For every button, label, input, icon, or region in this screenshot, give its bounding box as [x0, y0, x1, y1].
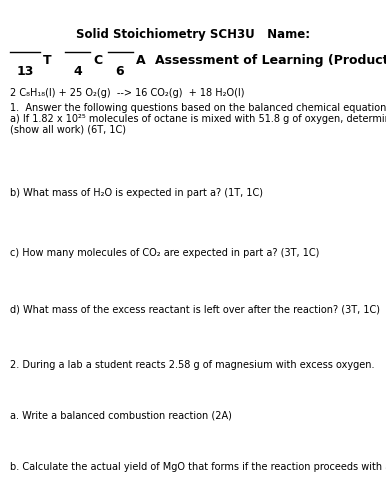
Text: b. Calculate the actual yield of MgO that forms if the reaction proceeds with a : b. Calculate the actual yield of MgO tha… — [10, 462, 386, 472]
Text: b) What mass of H₂O is expected in part a? (1T, 1C): b) What mass of H₂O is expected in part … — [10, 188, 263, 198]
Text: 13: 13 — [16, 65, 34, 78]
Text: 6: 6 — [116, 65, 124, 78]
Text: Solid Stoichiometry SCH3U   Name:: Solid Stoichiometry SCH3U Name: — [76, 28, 310, 41]
Text: a) If 1.82 x 10²⁵ molecules of octane is mixed with 51.8 g of oxygen, determine : a) If 1.82 x 10²⁵ molecules of octane is… — [10, 114, 386, 124]
Text: d) What mass of the excess reactant is left over after the reaction? (3T, 1C): d) What mass of the excess reactant is l… — [10, 305, 380, 315]
Text: A: A — [136, 54, 146, 67]
Text: c) How many molecules of CO₂ are expected in part a? (3T, 1C): c) How many molecules of CO₂ are expecte… — [10, 248, 319, 258]
Text: 2 C₈H₁₈(l) + 25 O₂(g)  --> 16 CO₂(g)  + 18 H₂O(l): 2 C₈H₁₈(l) + 25 O₂(g) --> 16 CO₂(g) + 18… — [10, 88, 244, 98]
Text: C: C — [93, 54, 102, 67]
Text: (show all work) (6T, 1C): (show all work) (6T, 1C) — [10, 124, 126, 134]
Text: 2. During a lab a student reacts 2.58 g of magnesium with excess oxygen.: 2. During a lab a student reacts 2.58 g … — [10, 360, 374, 370]
Text: T: T — [43, 54, 52, 67]
Text: Assessment of Learning (Product): Assessment of Learning (Product) — [155, 54, 386, 67]
Text: 1.  Answer the following questions based on the balanced chemical equation above: 1. Answer the following questions based … — [10, 103, 386, 113]
Text: 4: 4 — [74, 65, 82, 78]
Text: a. Write a balanced combustion reaction (2A): a. Write a balanced combustion reaction … — [10, 410, 232, 420]
